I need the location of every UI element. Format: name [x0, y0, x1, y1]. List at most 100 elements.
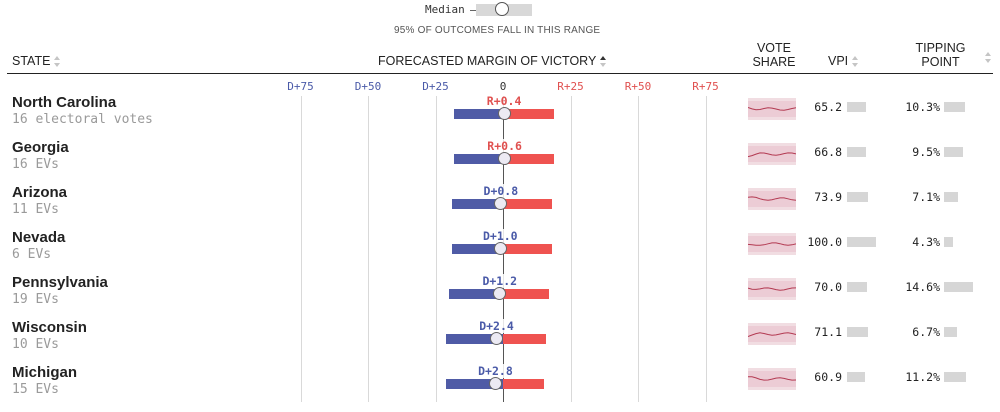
- range-bar-dem: [454, 154, 503, 164]
- table-row[interactable]: Wisconsin 10 EVs D+2.4 71.1 6.7%: [0, 319, 1000, 364]
- tipping-point-value: 6.7%: [912, 325, 940, 339]
- vote-share-sparkline: [748, 233, 796, 255]
- legend-median-label: Median: [425, 3, 465, 16]
- vpi-value: 100.0: [807, 235, 842, 249]
- header-divider: [7, 73, 993, 74]
- column-header-tipping-line1: TIPPING: [915, 41, 966, 55]
- electoral-votes: 11 EVs: [12, 202, 59, 217]
- column-header-vote-share: VOTE SHARE: [748, 41, 800, 69]
- electoral-votes: 19 EVs: [12, 292, 59, 307]
- gridline: [435, 96, 437, 402]
- vpi-value: 71.1: [814, 325, 842, 339]
- table-row[interactable]: Michigan 15 EVs D+2.8 60.9 11.2%: [0, 364, 1000, 409]
- axis-tick-label: D+50: [354, 80, 382, 93]
- vpi-bar: [847, 192, 869, 202]
- tipping-point-bar: [944, 147, 963, 157]
- state-name: Michigan: [12, 364, 78, 381]
- median-dot: [490, 332, 504, 345]
- median-margin-label: D+0.8: [482, 184, 520, 198]
- column-header-vote-share-line1: VOTE: [756, 41, 792, 55]
- vpi-value: 70.0: [814, 280, 842, 294]
- vpi-value: 65.2: [814, 100, 842, 114]
- range-bar-rep: [503, 199, 552, 209]
- vpi-value: 73.9: [814, 190, 842, 204]
- sort-icon: [54, 56, 61, 68]
- table-row[interactable]: Pennsylvania 19 EVs D+1.2 70.0 14.6%: [0, 274, 1000, 319]
- range-bar-rep: [503, 154, 555, 164]
- tipping-point-value: 14.6%: [905, 280, 940, 294]
- state-name: Georgia: [12, 139, 69, 156]
- median-dot: [493, 242, 507, 255]
- column-header-vpi[interactable]: VPI: [828, 54, 859, 68]
- range-bar-dem: [451, 199, 503, 209]
- median-dot: [493, 287, 507, 300]
- column-header-vpi-label: VPI: [828, 54, 849, 68]
- range-bar-rep: [503, 289, 549, 299]
- table-row[interactable]: Arizona 11 EVs D+0.8 73.9 7.1%: [0, 184, 1000, 229]
- range-bar-dem: [454, 109, 503, 119]
- median-dot: [494, 197, 508, 210]
- vote-share-sparkline: [748, 368, 796, 390]
- range-bar-dem: [446, 334, 503, 344]
- tipping-point-value: 10.3%: [905, 100, 940, 114]
- column-header-margin[interactable]: FORECASTED MARGIN OF VICTORY: [378, 54, 607, 68]
- vpi-bar: [847, 372, 865, 382]
- sort-icon: [852, 56, 859, 68]
- median-margin-label: D+1.2: [481, 274, 519, 288]
- vote-share-sparkline: [748, 323, 796, 345]
- column-header-state[interactable]: STATE: [12, 54, 61, 68]
- median-margin-label: R+0.4: [485, 94, 523, 108]
- state-name: North Carolina: [12, 94, 117, 111]
- sort-ascending-icon: [600, 56, 607, 68]
- axis-tick-label: D+75: [287, 80, 314, 93]
- electoral-votes: 15 EVs: [12, 382, 59, 397]
- range-bar-dem: [451, 244, 503, 254]
- legend-caption: 95% OF OUTCOMES FALL IN THIS RANGE: [394, 25, 601, 36]
- table-row[interactable]: Nevada 6 EVs D+1.0 100.0 4.3%: [0, 229, 1000, 274]
- table-row[interactable]: Georgia 16 EVs R+0.6 66.8 9.5%: [0, 139, 1000, 184]
- sort-icon: [985, 52, 992, 64]
- vote-share-sparkline: [748, 143, 796, 165]
- tipping-point-bar: [944, 327, 958, 337]
- tipping-point-bar: [944, 192, 959, 202]
- median-dot: [497, 107, 511, 120]
- column-header-tipping-sort[interactable]: [985, 49, 992, 64]
- electoral-votes: 16 electoral votes: [12, 112, 153, 127]
- gridline: [570, 96, 572, 402]
- range-bar-rep: [503, 244, 552, 254]
- gridline: [300, 96, 302, 402]
- vpi-bar: [847, 102, 866, 112]
- electoral-votes: 6 EVs: [12, 247, 52, 262]
- range-bar-dem: [446, 379, 503, 389]
- column-header-margin-label: FORECASTED MARGIN OF VICTORY: [378, 54, 597, 68]
- axis-tick-label: R+50: [624, 80, 652, 93]
- axis-tick-label: R+75: [692, 80, 719, 93]
- table-row[interactable]: North Carolina 16 electoral votes R+0.4 65.…: [0, 94, 1000, 139]
- range-legend: Median 95% OF OUTCOMES FALL IN THIS RANG…: [0, 0, 1000, 40]
- gridline: [638, 96, 639, 402]
- median-dot: [488, 377, 502, 390]
- tipping-point-value: 9.5%: [912, 145, 940, 159]
- tipping-point-bar: [944, 102, 965, 112]
- column-header-tipping-point[interactable]: TIPPING POINT: [903, 41, 978, 69]
- range-bar-rep: [503, 109, 555, 119]
- median-margin-label: D+2.8: [477, 364, 514, 378]
- median-margin-label: D+2.4: [478, 319, 515, 333]
- gridline: [368, 96, 369, 402]
- tipping-point-value: 11.2%: [905, 370, 940, 384]
- axis-tick-label: 0: [499, 80, 507, 93]
- electoral-votes: 16 EVs: [12, 157, 59, 172]
- state-name: Pennsylvania: [12, 274, 108, 291]
- vote-share-sparkline: [748, 278, 796, 300]
- tipping-point-bar: [944, 372, 967, 382]
- vpi-bar: [847, 327, 868, 337]
- range-bar-rep: [503, 379, 544, 389]
- column-header-state-label: STATE: [12, 54, 51, 68]
- state-name: Arizona: [12, 184, 68, 201]
- tipping-point-bar: [944, 282, 974, 292]
- range-bar-dem: [449, 289, 503, 299]
- median-margin-label: R+0.6: [486, 139, 523, 153]
- electoral-votes: 10 EVs: [12, 337, 59, 352]
- vote-share-sparkline: [748, 98, 796, 120]
- vpi-value: 60.9: [814, 370, 842, 384]
